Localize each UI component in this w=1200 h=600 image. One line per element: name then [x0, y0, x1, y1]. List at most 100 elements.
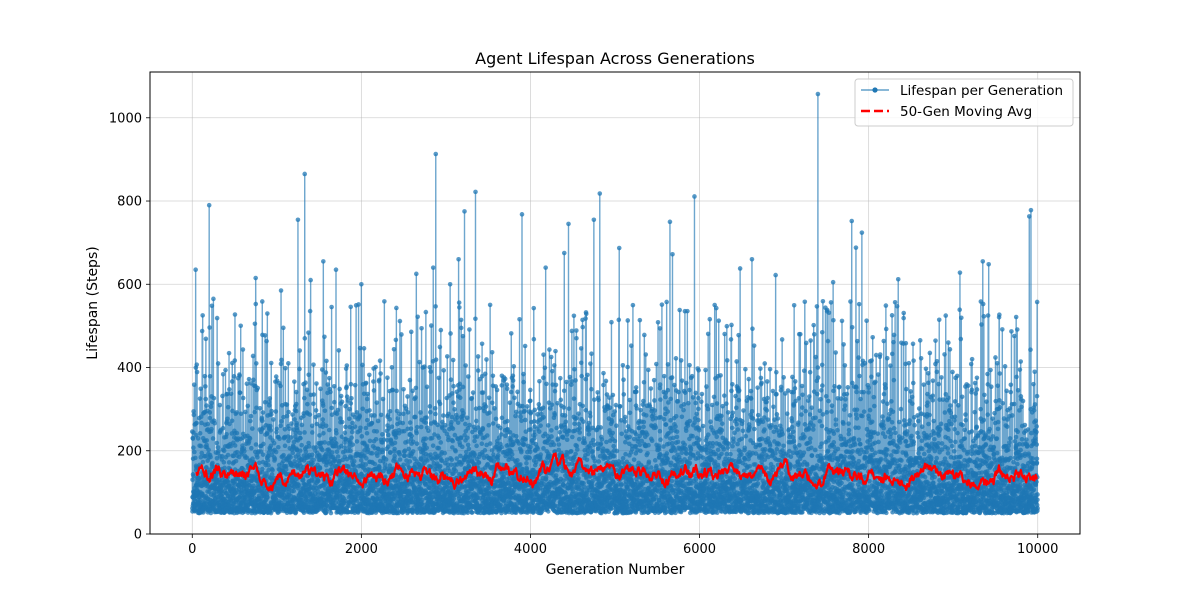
- data-point: [553, 473, 559, 478]
- data-point: [564, 379, 569, 385]
- data-point: [596, 459, 602, 464]
- data-point: [432, 406, 438, 411]
- data-point: [245, 403, 251, 409]
- data-point: [511, 364, 517, 369]
- data-point: [448, 377, 454, 383]
- data-point: [276, 444, 281, 450]
- data-point: [200, 459, 206, 465]
- data-point: [357, 345, 363, 351]
- data-point: [329, 450, 335, 455]
- series-lifespan-markers: [189, 91, 1040, 516]
- data-point: [277, 436, 282, 442]
- data-point: [499, 383, 505, 388]
- data-point: [359, 281, 364, 287]
- data-point: [226, 350, 232, 356]
- data-point: [207, 410, 213, 415]
- data-point: [395, 416, 401, 421]
- data-point: [436, 435, 442, 441]
- data-point: [456, 257, 461, 262]
- data-point: [401, 411, 406, 417]
- data-point: [299, 422, 305, 428]
- data-point: [359, 434, 365, 439]
- data-point: [278, 383, 283, 389]
- data-point: [436, 375, 442, 381]
- data-point: [590, 437, 596, 443]
- data-point: [397, 411, 402, 417]
- data-point: [202, 373, 208, 379]
- data-point: [303, 449, 309, 454]
- data-point: [227, 421, 232, 427]
- data-point: [595, 390, 600, 395]
- data-point: [273, 374, 279, 379]
- data-point: [316, 412, 322, 418]
- data-point: [402, 453, 408, 459]
- data-point: [325, 382, 331, 387]
- data-point: [350, 442, 356, 447]
- data-point: [297, 366, 302, 372]
- data-point: [225, 404, 231, 410]
- data-point: [562, 413, 568, 418]
- data-point: [319, 367, 325, 372]
- data-point: [212, 492, 217, 497]
- data-point: [257, 460, 262, 466]
- data-point: [237, 373, 242, 379]
- data-point: [303, 380, 308, 386]
- data-point: [238, 323, 244, 329]
- data-point: [505, 418, 510, 424]
- data-point: [193, 455, 198, 461]
- data-point: [484, 357, 489, 362]
- data-point: [265, 454, 271, 459]
- data-point: [338, 393, 344, 399]
- data-point: [589, 386, 594, 392]
- data-point: [435, 422, 440, 428]
- data-point: [371, 379, 376, 384]
- data-point: [322, 408, 328, 414]
- data-point: [305, 401, 310, 407]
- data-point: [433, 357, 439, 362]
- data-point: [207, 373, 213, 379]
- data-point: [542, 365, 548, 371]
- data-point: [332, 456, 338, 462]
- data-point: [425, 458, 430, 463]
- data-point: [486, 395, 492, 401]
- data-point: [449, 419, 454, 425]
- data-point: [252, 409, 257, 415]
- data-point: [463, 363, 468, 368]
- data-point: [583, 311, 589, 317]
- data-point: [572, 366, 577, 372]
- data-point: [417, 359, 422, 365]
- data-point: [599, 437, 605, 442]
- data-point: [288, 435, 294, 440]
- data-point: [207, 415, 213, 421]
- data-point: [372, 461, 378, 467]
- data-point: [329, 405, 334, 411]
- data-point: [293, 408, 299, 414]
- data-point: [510, 384, 515, 389]
- data-point: [298, 448, 303, 453]
- data-point: [586, 420, 592, 426]
- data-point: [528, 427, 534, 432]
- data-point: [349, 435, 354, 440]
- data-point: [349, 395, 354, 401]
- data-point: [610, 392, 616, 398]
- data-point: [450, 357, 456, 363]
- data-point: [413, 385, 419, 391]
- data-point: [273, 496, 279, 502]
- data-point: [518, 414, 523, 420]
- data-point: [253, 361, 259, 366]
- data-point: [268, 360, 274, 366]
- data-point: [407, 420, 413, 425]
- data-point: [266, 403, 272, 408]
- data-point: [389, 424, 395, 429]
- data-point: [198, 454, 204, 460]
- data-point: [480, 390, 486, 395]
- data-point: [226, 460, 232, 465]
- data-point: [332, 436, 337, 442]
- data-point: [361, 346, 367, 351]
- data-point: [306, 444, 312, 449]
- data-point: [566, 406, 572, 411]
- data-point: [242, 448, 247, 454]
- data-point: [474, 434, 480, 439]
- data-point: [385, 444, 391, 449]
- data-point: [251, 377, 256, 383]
